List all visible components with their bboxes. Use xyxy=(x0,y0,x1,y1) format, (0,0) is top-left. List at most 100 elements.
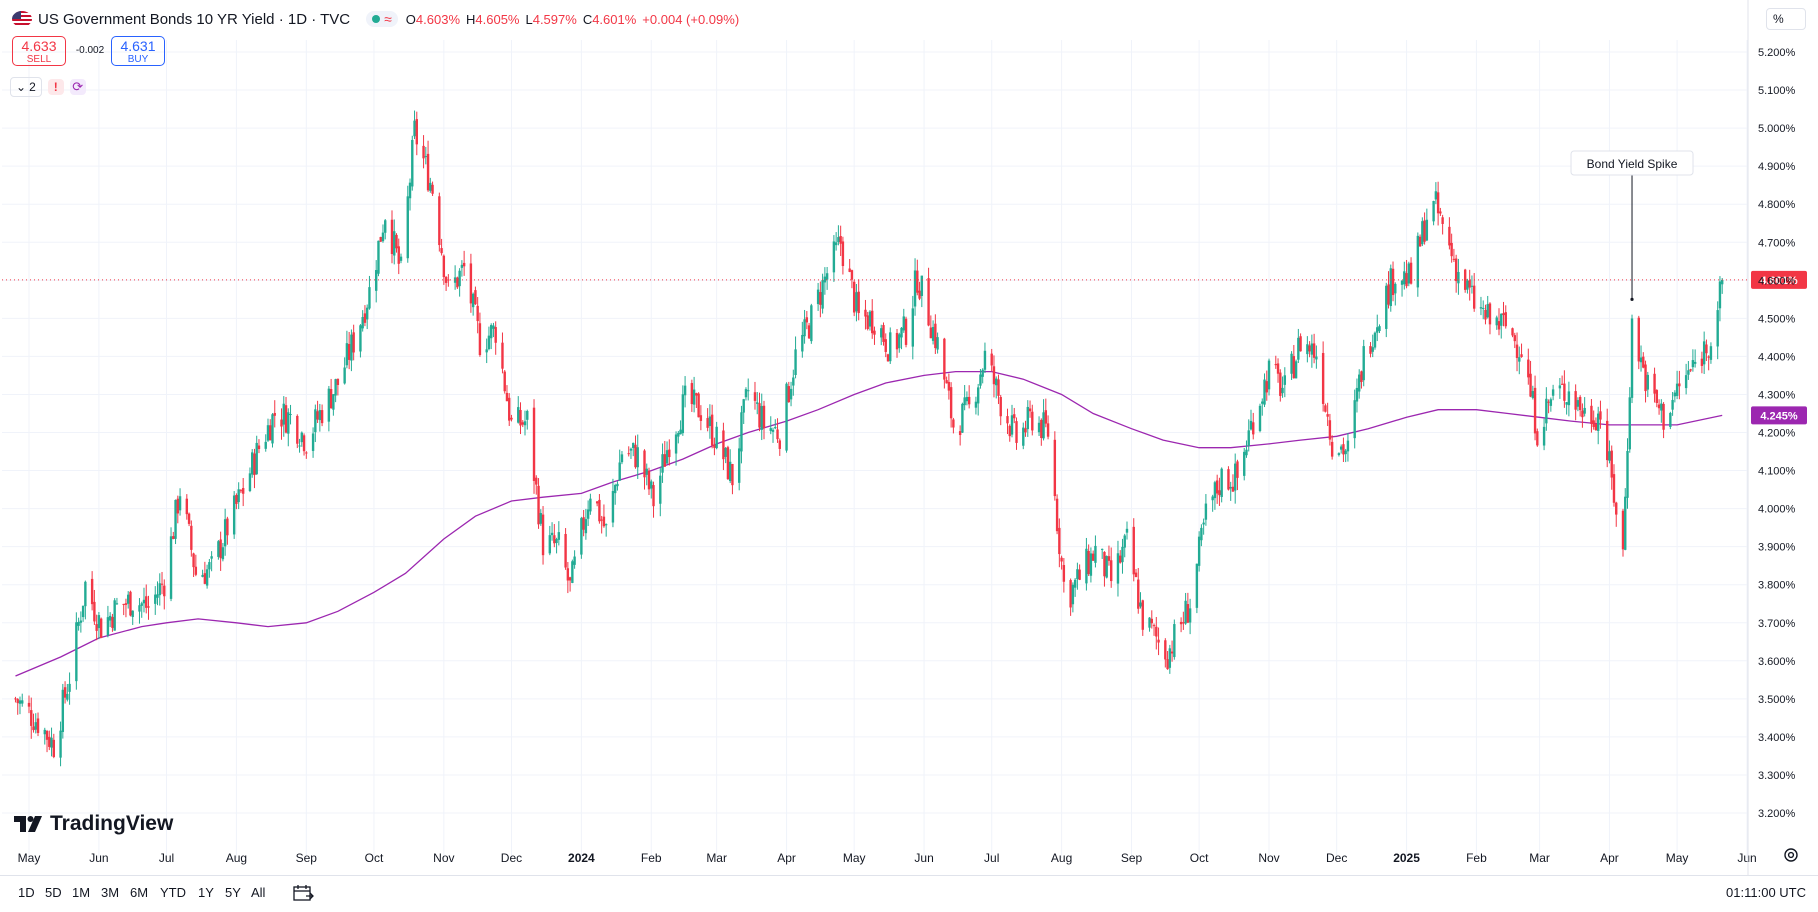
candle-body xyxy=(492,325,495,329)
candle-body xyxy=(399,256,403,261)
candle-body xyxy=(79,620,83,623)
range-3m-button[interactable]: 3M xyxy=(101,885,120,900)
candle-body xyxy=(724,447,727,457)
candle-body xyxy=(1121,546,1124,563)
candle-body xyxy=(1220,468,1223,497)
calendar-icon[interactable] xyxy=(292,883,314,903)
candle-body xyxy=(485,349,488,353)
indicators-toggle-button[interactable]: ⌄ 2 xyxy=(10,77,42,97)
candle-body xyxy=(523,421,527,426)
unit-selector[interactable]: % xyxy=(1766,8,1806,30)
candle-body xyxy=(316,411,319,420)
candle-body xyxy=(1590,405,1593,424)
y-tick-label: 4.000% xyxy=(1758,504,1796,516)
candle-body xyxy=(379,236,382,242)
range-1m-button[interactable]: 1M xyxy=(72,885,91,900)
candle-body xyxy=(532,407,536,481)
candle-body xyxy=(305,452,308,454)
chevron-down-icon: ⌄ xyxy=(16,80,27,94)
range-ytd-button[interactable]: YTD xyxy=(160,885,186,900)
candle-body xyxy=(1610,450,1613,478)
candle-body xyxy=(979,374,982,386)
candle-body xyxy=(949,387,953,419)
price-chart[interactable]: 4.601% 4.245% Bond Yield Spike 3.200% 3.300… xyxy=(0,0,1818,875)
candle-body xyxy=(221,547,225,560)
candle-body xyxy=(1276,363,1280,374)
candle-body xyxy=(841,241,845,267)
candle-body xyxy=(1328,420,1332,440)
candle-body xyxy=(584,519,588,534)
candle-body xyxy=(501,342,504,369)
candle-body xyxy=(726,447,730,480)
buy-button[interactable]: 4.631 BUY xyxy=(111,36,165,66)
candle-body xyxy=(819,292,822,305)
candle-body xyxy=(232,495,236,535)
candle-body xyxy=(359,325,362,352)
y-tick-label: 4.600% xyxy=(1758,275,1796,287)
candle-body xyxy=(1439,211,1442,214)
candle-body xyxy=(744,389,748,398)
range-all-button[interactable]: All xyxy=(251,885,266,900)
candle-body xyxy=(93,601,96,622)
sell-button[interactable]: 4.633 SELL xyxy=(12,36,66,66)
candle-body xyxy=(1657,404,1661,409)
refresh-icon[interactable]: ⟳ xyxy=(69,79,86,95)
candle-body xyxy=(706,418,709,428)
range-5d-button[interactable]: 5D xyxy=(45,885,62,900)
candle-body xyxy=(1639,357,1643,363)
candle-body xyxy=(785,383,788,451)
candle-body xyxy=(1497,321,1501,330)
candle-body xyxy=(1346,440,1350,452)
x-tick-label: Jun xyxy=(89,851,108,865)
y-tick-label: 3.300% xyxy=(1758,770,1796,782)
candle-body xyxy=(142,599,146,604)
range-1y-button[interactable]: 1Y xyxy=(198,885,214,900)
candle-body xyxy=(539,513,542,524)
candle-body xyxy=(663,454,666,467)
candle-body xyxy=(1511,328,1514,336)
x-tick-label: Apr xyxy=(1600,851,1619,865)
candle-body xyxy=(163,585,166,597)
candle-body xyxy=(999,397,1002,417)
candle-body xyxy=(203,573,207,584)
candle-body xyxy=(408,182,412,199)
candle-body xyxy=(1536,431,1539,446)
candle-body xyxy=(1249,420,1253,430)
candle-body xyxy=(652,485,655,507)
candle-body xyxy=(27,702,31,707)
candle-body xyxy=(618,462,621,481)
candle-body xyxy=(1495,317,1498,326)
candle-body xyxy=(381,232,385,242)
tradingview-logo-icon xyxy=(14,816,42,832)
range-6m-button[interactable]: 6M xyxy=(130,885,149,900)
candle-body xyxy=(1434,191,1438,200)
candle-body xyxy=(1606,420,1609,461)
candle-body xyxy=(1369,346,1372,354)
candle-body xyxy=(1423,220,1426,242)
candle-body xyxy=(582,517,585,530)
candle-body xyxy=(647,470,651,490)
candle-body xyxy=(266,425,270,441)
symbol-title[interactable]: US Government Bonds 10 YR Yield · 1D · T… xyxy=(38,10,351,28)
candle-body xyxy=(302,435,306,452)
range-5y-button[interactable]: 5Y xyxy=(225,885,241,900)
gear-icon[interactable] xyxy=(1782,846,1800,864)
range-1d-button[interactable]: 1D xyxy=(18,885,35,900)
candle-body xyxy=(375,270,378,291)
candle-body xyxy=(251,452,254,475)
candle-body xyxy=(14,698,17,700)
candle-body xyxy=(34,722,37,730)
candle-body xyxy=(1150,618,1153,624)
candle-body xyxy=(895,332,899,350)
candle-body xyxy=(1630,318,1634,398)
candle-body xyxy=(1416,235,1420,288)
candle-body xyxy=(778,440,781,449)
candle-body xyxy=(1310,343,1314,355)
candle-body xyxy=(866,315,869,329)
alert-icon[interactable]: ! xyxy=(47,79,64,95)
last-price-tag: 4.601% xyxy=(1760,275,1798,287)
market-status[interactable]: ≈ xyxy=(366,11,398,27)
candle-body xyxy=(1279,372,1282,396)
candle-body xyxy=(494,327,497,343)
market-open-dot-icon xyxy=(372,15,381,23)
